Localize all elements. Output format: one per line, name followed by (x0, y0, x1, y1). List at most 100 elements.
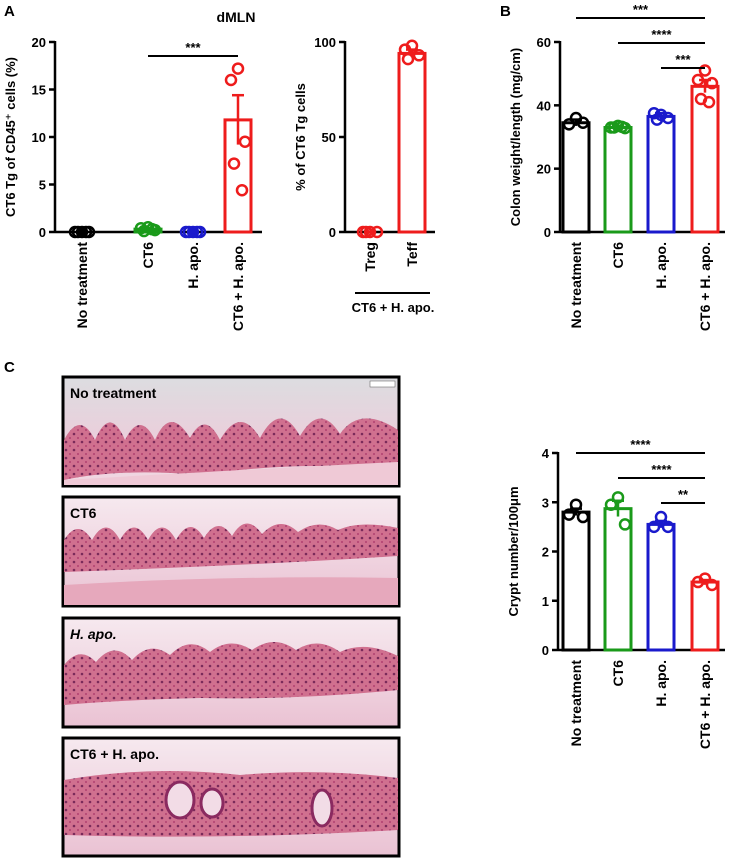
x-tick-label: H. apo. (653, 242, 669, 289)
data-point (75, 225, 89, 239)
data-point (618, 518, 632, 531)
data-point (576, 116, 590, 129)
panel-label: B (500, 3, 511, 20)
data-point (145, 222, 159, 236)
micrograph-label: CT6 + H. apo. (70, 746, 159, 762)
panel-title: dMLN (217, 9, 256, 25)
significance-label: *** (633, 2, 649, 17)
data-point (611, 491, 625, 504)
data-point (401, 52, 415, 66)
data-point (569, 498, 583, 511)
data-point (705, 76, 719, 90)
data-point (227, 157, 241, 170)
y-tick-label: 20 (537, 162, 551, 177)
micrograph-label: CT6 (70, 505, 97, 521)
data-point (79, 225, 93, 239)
y-tick-label: 0 (329, 225, 336, 240)
data-point (231, 62, 245, 75)
y-tick-label: 60 (537, 35, 551, 50)
y-tick-label: 20 (32, 35, 46, 50)
x-tick-label: No treatment (74, 242, 90, 329)
significance-label: *** (675, 52, 691, 67)
micrograph: No treatment (61, 375, 401, 488)
x-tick-label: CT6 (140, 242, 156, 269)
y-tick-label: 100 (314, 35, 336, 50)
x-tick-label: CT6 + H. apo. (697, 242, 713, 331)
data-point (691, 575, 705, 589)
data-point (661, 520, 675, 534)
data-point (238, 135, 252, 148)
y-tick-label: 1 (542, 594, 549, 609)
data-point (615, 120, 629, 134)
data-point (576, 510, 590, 524)
bar (603, 126, 633, 234)
y-tick-label: 0 (39, 225, 46, 240)
significance-label: ** (678, 487, 689, 502)
data-point (562, 508, 576, 521)
data-point (71, 225, 85, 239)
x-tick-label: CT6 + H. apo. (697, 660, 713, 749)
significance-label: *** (185, 40, 201, 55)
data-point (647, 520, 661, 534)
group-label: CT6 + H. apo. (352, 300, 435, 315)
data-point (650, 113, 664, 126)
x-tick-label: CT6 + H. apo. (230, 242, 246, 331)
x-tick-label: H. apo. (653, 660, 669, 707)
micrograph-label: H. apo. (70, 626, 117, 642)
bar (690, 84, 720, 234)
y-tick-label: 4 (542, 446, 550, 461)
data-point (702, 95, 716, 109)
significance-label: **** (651, 27, 672, 42)
data-point (182, 225, 196, 239)
data-point (604, 498, 618, 511)
data-point (412, 49, 426, 62)
data-point (186, 225, 200, 239)
micrograph: CT6 + H. apo. (61, 736, 401, 858)
data-point (359, 225, 373, 239)
x-tick-label: CT6 (610, 242, 626, 269)
data-point (235, 183, 249, 197)
bar (646, 522, 676, 652)
x-tick-label: Treg (362, 242, 378, 272)
x-tick-label: No treatment (568, 242, 584, 329)
data-point (647, 107, 661, 120)
y-tick-label: 0 (544, 225, 551, 240)
data-point (698, 64, 712, 77)
y-tick-label: 3 (542, 495, 549, 510)
micrograph-label: No treatment (70, 385, 157, 401)
bar (561, 121, 591, 234)
y-axis-label: % of CT6 Tg cells (293, 83, 308, 191)
micrograph: H. apo. (61, 616, 401, 729)
y-axis-label: Crypt number/100μm (506, 486, 521, 616)
y-tick-label: 10 (32, 130, 46, 145)
significance-label: **** (630, 437, 651, 452)
data-point (562, 118, 576, 131)
x-tick-label: CT6 (610, 660, 626, 687)
y-axis-label: Colon weight/length (mg/cm) (508, 48, 523, 226)
y-tick-label: 15 (32, 83, 46, 98)
data-point (705, 578, 719, 592)
bar (646, 114, 676, 234)
y-tick-label: 2 (542, 545, 549, 560)
data-point (654, 510, 668, 524)
data-point (224, 73, 238, 87)
significance-label: **** (651, 462, 672, 477)
data-point (190, 225, 204, 239)
data-point (137, 224, 151, 238)
y-tick-label: 40 (537, 98, 551, 113)
bar (561, 510, 591, 652)
x-tick-label: Teff (404, 242, 420, 267)
bar (397, 51, 427, 234)
y-tick-label: 0 (542, 643, 549, 658)
y-tick-label: 5 (39, 178, 46, 193)
panel-label: C (4, 359, 15, 376)
x-tick-label: No treatment (568, 660, 584, 747)
data-point (363, 225, 377, 239)
y-axis-label: CT6 Tg of CD45⁺ cells (%) (3, 57, 18, 217)
y-tick-label: 50 (322, 130, 336, 145)
data-point (691, 73, 705, 87)
data-point (607, 121, 621, 134)
bar (690, 580, 720, 652)
panel-label: A (4, 3, 15, 20)
